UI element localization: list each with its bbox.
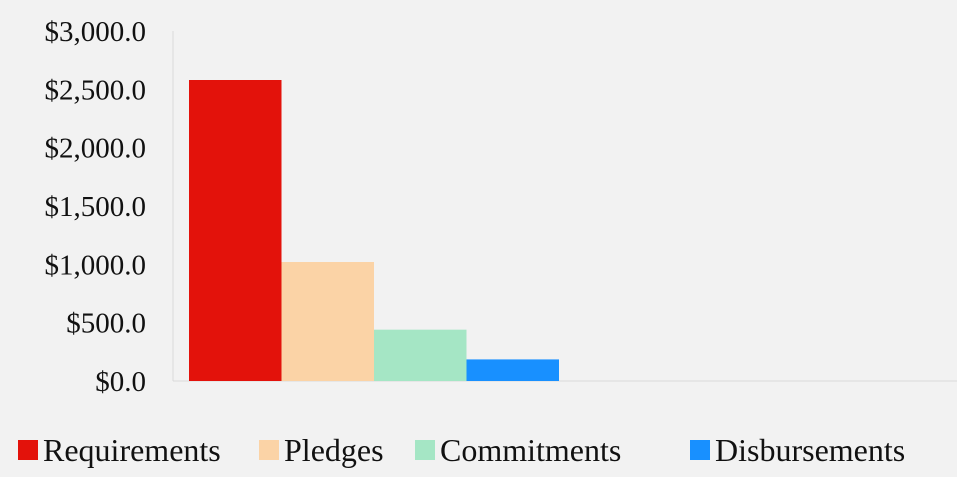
bars <box>189 80 559 381</box>
y-tick-label: $3,000.0 <box>45 16 147 48</box>
y-tick-label: $1,500.0 <box>45 191 147 223</box>
y-tick-label: $2,000.0 <box>45 133 147 165</box>
bar-disbursements <box>467 359 560 381</box>
legend-swatch-requirements <box>18 440 38 460</box>
legend-swatch-pledges <box>259 440 279 460</box>
bar-commitments <box>374 330 467 381</box>
y-axis: $0.0 $500.0 $1,000.0 $1,500.0 $2,000.0 $2,500… <box>45 16 957 398</box>
legend-label-pledges: Pledges <box>284 432 384 468</box>
legend-label-disbursements: Disbursements <box>715 432 905 468</box>
bar-requirements <box>189 80 282 381</box>
y-tick-label: $0.0 <box>95 366 146 398</box>
legend-swatch-disbursements <box>690 440 710 460</box>
y-tick-label: $2,500.0 <box>45 74 147 106</box>
legend-label-requirements: Requirements <box>43 432 221 468</box>
legend: Requirements Pledges Commitments Disburseme… <box>18 432 905 468</box>
y-tick-label: $1,000.0 <box>45 249 147 281</box>
legend-swatch-commitments <box>415 440 435 460</box>
bar-pledges <box>282 262 375 381</box>
y-tick-label: $500.0 <box>66 308 146 340</box>
legend-label-commitments: Commitments <box>440 432 621 468</box>
